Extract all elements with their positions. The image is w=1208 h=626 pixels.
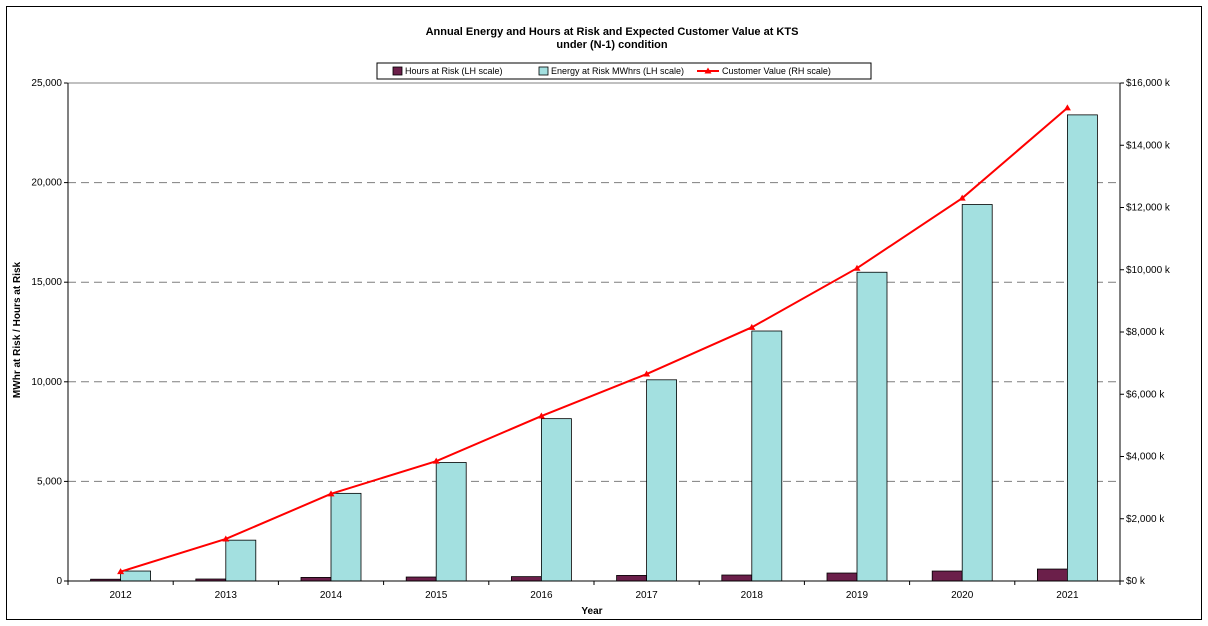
x-tick-label: 2017	[635, 590, 658, 601]
customer-value-marker	[327, 490, 335, 497]
y-right-tick-label: $12,000 k	[1126, 203, 1171, 214]
y-tick-label: 0	[56, 576, 62, 587]
x-tick-label: 2012	[109, 590, 132, 601]
customer-value-marker	[643, 370, 651, 377]
customer-value-marker	[222, 535, 230, 542]
customer-value-marker	[853, 264, 861, 271]
y-tick-label: 10,000	[31, 377, 62, 388]
bar-hours-at-risk	[510, 576, 542, 582]
bar-energy-at-risk	[541, 418, 572, 582]
bar-hours-at-risk	[721, 574, 753, 582]
axes: 0 5,000 10,000 15,000 20,000 25,000 $0 k $2,000…	[31, 78, 1171, 601]
bar-hours-at-risk	[826, 572, 858, 582]
x-tick-label: 2018	[741, 590, 764, 601]
y-right-tick-label: $14,000 k	[1126, 140, 1171, 151]
bar-energy-at-risk	[646, 379, 677, 582]
customer-value-polyline	[120, 107, 1069, 573]
y-right-tick-label: $4,000 k	[1126, 452, 1165, 463]
legend-label: Customer Value (RH scale)	[722, 66, 831, 76]
bar-energy-at-risk	[961, 204, 993, 582]
x-axis-label: Year	[581, 606, 602, 617]
x-tick-label: 2021	[1056, 590, 1079, 601]
y-right-tick-label: $16,000 k	[1126, 78, 1171, 89]
chart-subtitle: under (N-1) condition	[556, 39, 667, 51]
x-tick-label: 2015	[425, 590, 448, 601]
x-tick-label: 2016	[530, 590, 553, 601]
legend-marker	[704, 67, 712, 74]
legend: Hours at Risk (LH scale) Energy at Risk M…	[376, 62, 872, 80]
y-right-tick-label: $8,000 k	[1126, 327, 1165, 338]
bar-hours-at-risk	[1037, 568, 1068, 582]
y-tick-label: 25,000	[31, 78, 62, 89]
y-right-tick-label: $2,000 k	[1126, 514, 1165, 525]
customer-value-line	[117, 104, 1071, 575]
bar-energy-at-risk	[435, 462, 467, 582]
bar-hours-at-risk	[616, 575, 647, 582]
legend-box	[376, 62, 872, 80]
legend-label: Hours at Risk (LH scale)	[405, 66, 503, 76]
chart-frame	[6, 6, 1202, 620]
legend-swatch	[392, 66, 403, 76]
customer-value-marker	[748, 323, 756, 330]
bar-energy-at-risk	[751, 330, 783, 582]
y-tick-label: 15,000	[31, 277, 62, 288]
y-tick-label: 5,000	[37, 476, 62, 487]
bar-energy-at-risk	[120, 570, 151, 582]
y-tick-label: 20,000	[31, 178, 62, 189]
x-tick-label: 2013	[215, 590, 238, 601]
chart-title: Annual Energy and Hours at Risk and Expe…	[426, 26, 799, 38]
customer-value-marker	[958, 194, 966, 201]
x-tick-label: 2019	[846, 590, 869, 601]
bar-energy-at-risk	[330, 492, 362, 582]
bar-hours-at-risk	[931, 570, 963, 582]
x-tick-label: 2020	[951, 590, 974, 601]
bar-hours-at-risk	[405, 576, 437, 582]
bar-energy-at-risk	[1067, 114, 1098, 582]
y-right-tick-label: $0 k	[1126, 576, 1146, 587]
customer-value-marker	[1063, 104, 1071, 111]
gridlines	[68, 182, 1120, 482]
legend-label: Energy at Risk MWhrs (LH scale)	[551, 66, 684, 76]
legend-swatch	[538, 66, 549, 76]
customer-value-marker	[537, 412, 545, 419]
bar-energy-at-risk	[225, 539, 257, 582]
x-tick-label: 2014	[320, 590, 343, 601]
customer-value-marker	[432, 457, 440, 464]
bar-hours-at-risk	[300, 577, 332, 582]
bars	[90, 114, 1098, 582]
bar-energy-at-risk	[856, 271, 888, 582]
y-right-tick-label: $6,000 k	[1126, 389, 1165, 400]
customer-value-marker	[117, 568, 125, 575]
y-axis-label: MWhr at Risk / Hours at Risk	[12, 261, 23, 398]
y-right-tick-label: $10,000 k	[1126, 265, 1171, 276]
